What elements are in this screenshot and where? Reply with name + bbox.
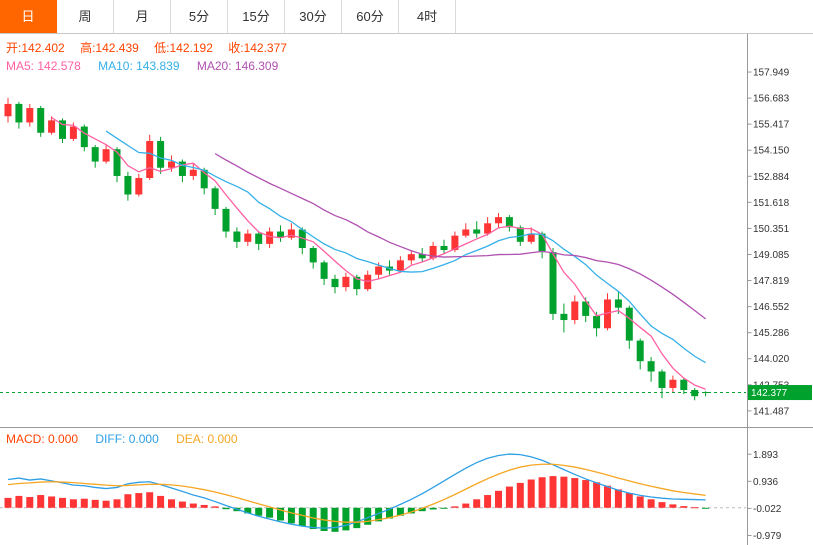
tab-month[interactable]: 月: [114, 0, 171, 33]
svg-text:156.683: 156.683: [753, 94, 790, 105]
tab-5min[interactable]: 5分: [171, 0, 228, 33]
svg-text:154.150: 154.150: [753, 146, 790, 157]
svg-text:150.351: 150.351: [753, 224, 790, 235]
ma20-line: [214, 153, 706, 320]
svg-text:144.020: 144.020: [753, 354, 790, 365]
svg-text:-0.979: -0.979: [753, 531, 782, 542]
svg-text:151.618: 151.618: [753, 198, 790, 209]
price-axis: 157.949 156.683 155.417 154.150 152.884 151.6…: [747, 68, 790, 417]
tab-day[interactable]: 日: [0, 0, 57, 33]
svg-text:146.552: 146.552: [753, 302, 790, 313]
svg-text:152.884: 152.884: [753, 172, 790, 183]
ma5-line: [51, 116, 706, 390]
current-price-tag: 142.377: [748, 385, 812, 401]
timeframe-tabbar: 日周月 5分 15分 30分 60分 4时: [0, 0, 813, 34]
tab-15min[interactable]: 15分: [228, 0, 285, 33]
svg-text:-0.022: -0.022: [753, 504, 782, 515]
dea-line: [7, 463, 706, 523]
svg-text:147.819: 147.819: [753, 276, 790, 287]
svg-text:157.949: 157.949: [753, 68, 790, 79]
svg-text:0.936: 0.936: [753, 477, 778, 488]
chart-canvas[interactable]: 157.949 156.683 155.417 154.150 152.884 151.6…: [0, 34, 813, 545]
svg-text:141.487: 141.487: [753, 406, 790, 417]
tab-60min[interactable]: 60分: [342, 0, 399, 33]
candlesticks: [4, 97, 710, 401]
macd-axis: 1.893 0.936 -0.022 -0.979: [747, 450, 782, 542]
tab-week[interactable]: 周: [57, 0, 114, 33]
svg-text:142.377: 142.377: [751, 388, 788, 399]
svg-text:1.893: 1.893: [753, 450, 778, 461]
ma10-line: [105, 130, 706, 364]
tab-30min[interactable]: 30分: [285, 0, 342, 33]
svg-text:145.286: 145.286: [753, 328, 790, 339]
svg-text:155.417: 155.417: [753, 120, 790, 131]
macd-histogram: [4, 476, 710, 532]
svg-text:149.085: 149.085: [753, 250, 790, 261]
tab-4hour[interactable]: 4时: [399, 0, 456, 33]
